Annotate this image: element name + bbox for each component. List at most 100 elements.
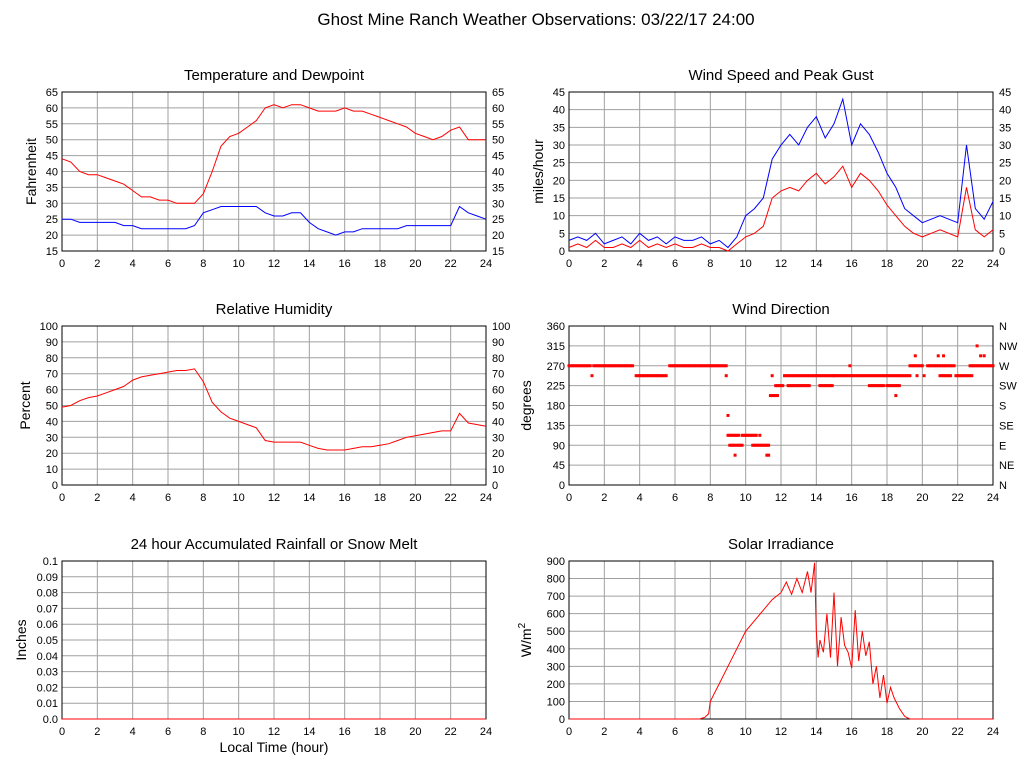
wdir-point: [639, 374, 643, 378]
wdir-point: [751, 443, 755, 447]
wdir-point: [804, 374, 808, 378]
solar-y-tick: 300: [547, 661, 565, 673]
wdir-point: [804, 384, 808, 388]
wdir-point: [659, 374, 663, 378]
wdir-point: [783, 374, 787, 378]
wdir-y-tick-right: SE: [999, 420, 1014, 432]
wdir-point: [692, 364, 696, 368]
wind-x-tick: 14: [810, 258, 822, 270]
wdir-point: [986, 364, 990, 368]
wdir-point: [920, 364, 924, 368]
wdir-point: [657, 374, 661, 378]
wdir-point: [624, 364, 628, 368]
wdir-point: [737, 433, 741, 437]
wdir-point: [595, 364, 599, 368]
wdir-point: [894, 384, 898, 388]
wdir-point: [760, 443, 764, 447]
wdir-point: [680, 364, 684, 368]
wdir-point: [899, 374, 903, 378]
main-title: Ghost Mine Ranch Weather Observations: 0…: [317, 10, 754, 29]
wdir-point: [807, 374, 811, 378]
wind-y-tick-right: 25: [999, 158, 1011, 170]
solar-y-tick: 0: [559, 714, 565, 726]
wdir-point: [655, 374, 659, 378]
temp-y-tick-right: 65: [492, 87, 504, 99]
wdir-point: [811, 374, 815, 378]
wind-y-tick-right: 40: [999, 105, 1011, 117]
wdir-point: [961, 374, 965, 378]
wind-x-tick: 20: [916, 258, 928, 270]
wdir-point: [859, 374, 862, 378]
temp-x-tick: 0: [59, 258, 65, 270]
wdir-point: [828, 374, 832, 378]
wdir-point: [788, 384, 792, 388]
wdir-point: [719, 364, 723, 368]
wdir-point: [942, 364, 946, 368]
wdir-point: [731, 433, 735, 437]
wdir-point: [636, 374, 640, 378]
temp-y-tick: 25: [46, 214, 58, 226]
wdir-point: [913, 364, 917, 368]
wdir-point: [947, 374, 951, 378]
wdir-point: [664, 374, 668, 378]
rh-x-tick: 0: [59, 492, 65, 504]
wdir-point: [772, 394, 776, 398]
wdir-point: [767, 453, 771, 457]
wdir-point: [904, 374, 908, 378]
wdir-series: [567, 344, 995, 457]
wdir-point: [576, 364, 580, 368]
wdir-x-tick: 14: [810, 492, 822, 504]
wind-y-tick: 25: [553, 158, 565, 170]
wdir-x-tick: 20: [916, 492, 928, 504]
temp-y-tick: 55: [46, 119, 58, 131]
wdir-point: [606, 364, 610, 368]
wdir-point: [802, 384, 806, 388]
wdir-point: [929, 364, 933, 368]
wdir-point: [724, 374, 728, 378]
temp-y-tick: 45: [46, 151, 58, 163]
temp-y-tick: 40: [46, 167, 58, 179]
wdir-point: [749, 433, 753, 437]
wdir-point: [807, 384, 811, 388]
wdir-point: [957, 374, 961, 378]
wdir-point: [611, 364, 615, 368]
rain-y-tick: 0.06: [37, 619, 58, 631]
wind-y-tick-right: 35: [999, 122, 1011, 134]
wind-y-tick-right: 15: [999, 193, 1011, 205]
wdir-point: [696, 364, 700, 368]
wdir-point: [689, 364, 693, 368]
wdir-point: [726, 433, 730, 437]
wdir-point: [754, 443, 758, 447]
wdir-point: [975, 344, 979, 348]
wdir-point: [622, 364, 626, 368]
wdir-y-tick-right: N: [999, 480, 1007, 492]
wdir-point: [945, 374, 949, 378]
wdir-point: [979, 364, 983, 368]
wdir-point: [889, 374, 893, 378]
wdir-point: [943, 374, 947, 378]
temp-y-tick-right: 15: [492, 246, 504, 258]
wdir-point: [798, 374, 802, 378]
rh-x-tick: 18: [374, 492, 386, 504]
rh-y-tick-right: 50: [492, 401, 504, 413]
wdir-point: [878, 374, 882, 378]
rain-y-tick: 0.08: [37, 588, 58, 600]
wdir-point: [745, 433, 749, 437]
solar-y-tick: 700: [547, 591, 565, 603]
solar-y-tick: 100: [547, 696, 565, 708]
wdir-point: [687, 364, 691, 368]
wdir-point: [613, 364, 617, 368]
wdir-point: [927, 364, 931, 368]
wdir-x-tick: 16: [846, 492, 858, 504]
wdir-point: [896, 384, 900, 388]
temp-y-tick: 35: [46, 182, 58, 194]
wdir-point: [768, 394, 772, 398]
wdir-point: [708, 364, 712, 368]
rh-x-tick: 4: [130, 492, 136, 504]
wdir-point: [694, 364, 698, 368]
rain-y-tick: 0.1: [43, 556, 58, 568]
wdir-point: [906, 374, 910, 378]
wdir-point: [652, 374, 656, 378]
wdir-point: [569, 364, 573, 368]
